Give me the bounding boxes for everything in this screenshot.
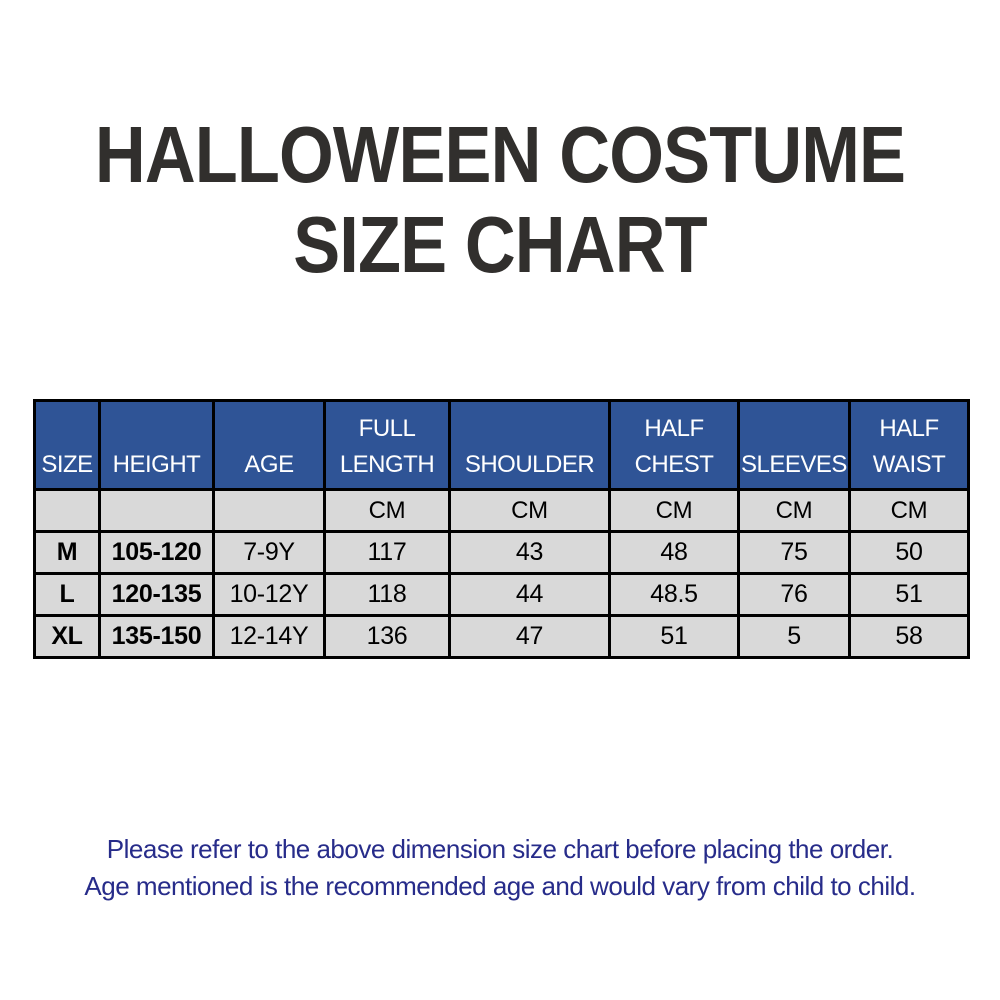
cell-height: 105-120 [98, 530, 215, 575]
cell-sleeves: 75 [737, 530, 851, 575]
unit-cell: CM [737, 488, 851, 533]
unit-cell: CM [608, 488, 740, 533]
table-row-xl: XL 135-150 12-14Y 136 47 51 5 58 [33, 614, 970, 659]
title-line-1: HALLOWEEN COSTUME [94, 110, 906, 199]
cell-age: 7-9Y [212, 530, 326, 575]
table-row-m: M 105-120 7-9Y 117 43 48 75 50 [33, 530, 970, 575]
cell-shoulder: 44 [448, 572, 611, 617]
cell-shoulder: 43 [448, 530, 611, 575]
cell-sleeves: 76 [737, 572, 851, 617]
unit-cell: CM [323, 488, 451, 533]
cell-size: XL [33, 614, 101, 659]
header-row: SIZE HEIGHT AGE FULL LENGTH SHOULDER HAL… [33, 399, 970, 491]
cell-half-chest: 48.5 [608, 572, 740, 617]
unit-row: CM CM CM CM CM [33, 488, 970, 533]
cell-half-waist: 58 [848, 614, 970, 659]
page-title: HALLOWEEN COSTUME SIZE CHART [0, 110, 1000, 290]
cell-shoulder: 47 [448, 614, 611, 659]
header-cell-height: HEIGHT [98, 399, 215, 491]
cell-full-length: 118 [323, 572, 451, 617]
cell-sleeves: 5 [737, 614, 851, 659]
table-row-l: L 120-135 10-12Y 118 44 48.5 76 51 [33, 572, 970, 617]
header-cell-half-waist: HALF WAIST [848, 399, 970, 491]
header-cell-half-chest: HALF CHEST [608, 399, 740, 491]
footer-note: Please refer to the above dimension size… [0, 831, 1000, 905]
header-cell-sleeves: SLEEVES [737, 399, 851, 491]
cell-height: 135-150 [98, 614, 215, 659]
footer-line-1: Please refer to the above dimension size… [106, 834, 894, 864]
cell-half-chest: 48 [608, 530, 740, 575]
unit-cell: CM [448, 488, 611, 533]
header-cell-full-length: FULL LENGTH [323, 399, 451, 491]
header-cell-age: AGE [212, 399, 326, 491]
cell-full-length: 136 [323, 614, 451, 659]
unit-cell: CM [848, 488, 970, 533]
cell-height: 120-135 [98, 572, 215, 617]
title-line-2: SIZE CHART [293, 200, 707, 289]
footer-line-2: Age mentioned is the recommended age and… [84, 871, 916, 901]
size-chart-table: SIZE HEIGHT AGE FULL LENGTH SHOULDER HAL… [33, 399, 970, 659]
cell-half-waist: 50 [848, 530, 970, 575]
cell-size: L [33, 572, 101, 617]
cell-age: 12-14Y [212, 614, 326, 659]
cell-full-length: 117 [323, 530, 451, 575]
unit-cell [33, 488, 101, 533]
cell-half-waist: 51 [848, 572, 970, 617]
cell-age: 10-12Y [212, 572, 326, 617]
unit-cell [98, 488, 215, 533]
header-cell-shoulder: SHOULDER [448, 399, 611, 491]
cell-size: M [33, 530, 101, 575]
header-cell-size: SIZE [33, 399, 101, 491]
cell-half-chest: 51 [608, 614, 740, 659]
unit-cell [212, 488, 326, 533]
